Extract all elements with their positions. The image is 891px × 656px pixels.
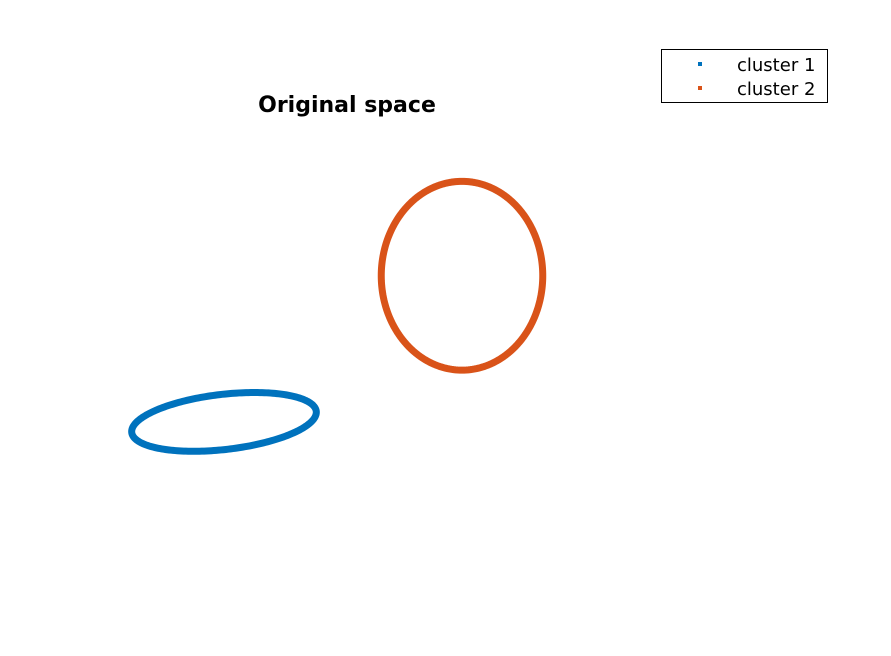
legend-box bbox=[661, 49, 828, 103]
legend-label-cluster-2: cluster 2 bbox=[737, 79, 815, 100]
plot-area bbox=[128, 177, 547, 455]
cluster-2-points bbox=[377, 177, 547, 374]
legend-label-cluster-1: cluster 1 bbox=[737, 55, 815, 76]
cluster-1-points bbox=[128, 389, 320, 455]
legend-marker-cluster-2 bbox=[698, 86, 702, 90]
legend-marker-cluster-1 bbox=[698, 62, 702, 66]
chart-title: Original space bbox=[258, 93, 436, 118]
legend: cluster 1 cluster 2 bbox=[661, 49, 828, 103]
